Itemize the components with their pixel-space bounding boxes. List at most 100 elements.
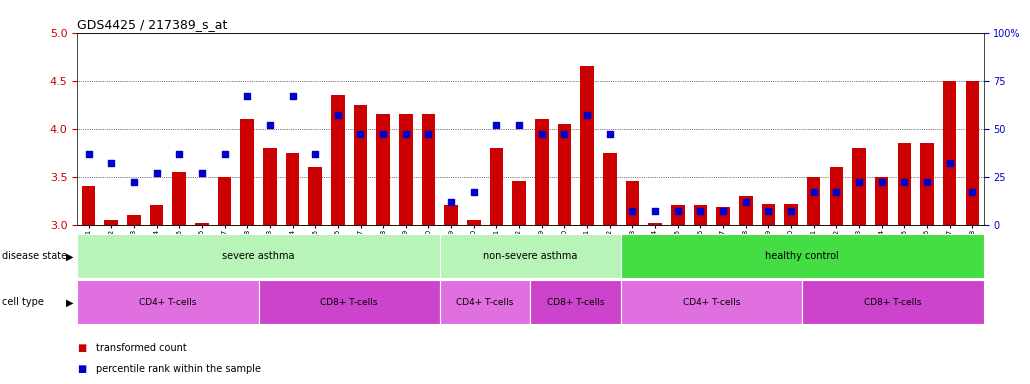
Point <box>556 131 573 137</box>
Bar <box>77 280 259 324</box>
Point <box>896 179 913 185</box>
Point <box>737 199 754 205</box>
Bar <box>77 234 440 278</box>
Text: CD8+ T-cells: CD8+ T-cells <box>547 298 605 307</box>
Bar <box>942 81 957 225</box>
Bar <box>440 280 530 324</box>
Point <box>919 179 935 185</box>
Point <box>398 131 414 137</box>
Point <box>103 160 119 166</box>
Text: GDS4425 / 217389_s_at: GDS4425 / 217389_s_at <box>77 18 228 31</box>
Bar <box>716 207 730 225</box>
Bar <box>739 196 753 225</box>
Text: transformed count: transformed count <box>96 343 186 353</box>
Point <box>760 208 777 214</box>
Bar <box>806 177 821 225</box>
Point <box>171 151 187 157</box>
Bar <box>512 182 526 225</box>
Bar <box>557 124 572 225</box>
Bar <box>149 205 164 225</box>
Text: CD4+ T-cells: CD4+ T-cells <box>683 298 741 307</box>
Text: ▶: ▶ <box>66 251 74 262</box>
Text: CD8+ T-cells: CD8+ T-cells <box>320 298 378 307</box>
Point <box>851 179 867 185</box>
Point <box>216 151 233 157</box>
Bar <box>530 280 621 324</box>
Bar <box>376 114 390 225</box>
Point <box>80 151 97 157</box>
Point <box>262 122 278 128</box>
Bar <box>240 119 254 225</box>
Text: healthy control: healthy control <box>765 251 839 262</box>
Bar <box>127 215 141 225</box>
Bar <box>852 148 866 225</box>
Point <box>194 170 210 176</box>
Bar <box>965 81 980 225</box>
Bar <box>195 223 209 225</box>
Bar <box>897 143 912 225</box>
Point <box>692 208 709 214</box>
Bar <box>353 105 368 225</box>
Bar <box>81 186 96 225</box>
Point <box>647 208 663 214</box>
Point <box>375 131 391 137</box>
Point <box>624 208 641 214</box>
Bar <box>535 119 549 225</box>
Point <box>602 131 618 137</box>
Bar <box>621 280 802 324</box>
Text: ■: ■ <box>77 343 87 353</box>
Bar <box>920 143 934 225</box>
Text: non-severe asthma: non-severe asthma <box>483 251 578 262</box>
Bar <box>648 223 662 225</box>
Bar <box>259 280 440 324</box>
Bar <box>440 234 621 278</box>
Point <box>148 170 165 176</box>
Text: CD8+ T-cells: CD8+ T-cells <box>864 298 922 307</box>
Bar <box>104 220 118 225</box>
Point <box>783 208 799 214</box>
Point <box>307 151 323 157</box>
Text: severe asthma: severe asthma <box>222 251 295 262</box>
Point <box>488 122 505 128</box>
Point <box>352 131 369 137</box>
Bar <box>625 182 640 225</box>
Bar <box>217 177 232 225</box>
Text: disease state: disease state <box>2 251 67 262</box>
Point <box>330 112 346 118</box>
Text: percentile rank within the sample: percentile rank within the sample <box>96 364 261 374</box>
Text: ■: ■ <box>77 364 87 374</box>
Point <box>579 112 595 118</box>
Point <box>511 122 527 128</box>
Point <box>466 189 482 195</box>
Bar <box>603 153 617 225</box>
Bar <box>331 95 345 225</box>
Point <box>420 131 437 137</box>
Point <box>126 179 142 185</box>
Bar <box>802 280 984 324</box>
Point <box>715 208 731 214</box>
Point <box>941 160 958 166</box>
Bar <box>693 205 708 225</box>
Text: CD4+ T-cells: CD4+ T-cells <box>139 298 197 307</box>
Point <box>828 189 845 195</box>
Bar <box>308 167 322 225</box>
Bar <box>399 114 413 225</box>
Point <box>534 131 550 137</box>
Bar <box>444 205 458 225</box>
Bar <box>829 167 844 225</box>
Bar <box>784 204 798 225</box>
Text: cell type: cell type <box>2 297 44 308</box>
Bar <box>467 220 481 225</box>
Bar <box>489 148 504 225</box>
Point <box>805 189 822 195</box>
Bar <box>421 114 436 225</box>
Bar <box>671 205 685 225</box>
Point <box>873 179 890 185</box>
Bar <box>285 153 300 225</box>
Point <box>964 189 981 195</box>
Point <box>670 208 686 214</box>
Text: CD4+ T-cells: CD4+ T-cells <box>456 298 514 307</box>
Bar <box>621 234 984 278</box>
Bar <box>580 66 594 225</box>
Point <box>443 199 459 205</box>
